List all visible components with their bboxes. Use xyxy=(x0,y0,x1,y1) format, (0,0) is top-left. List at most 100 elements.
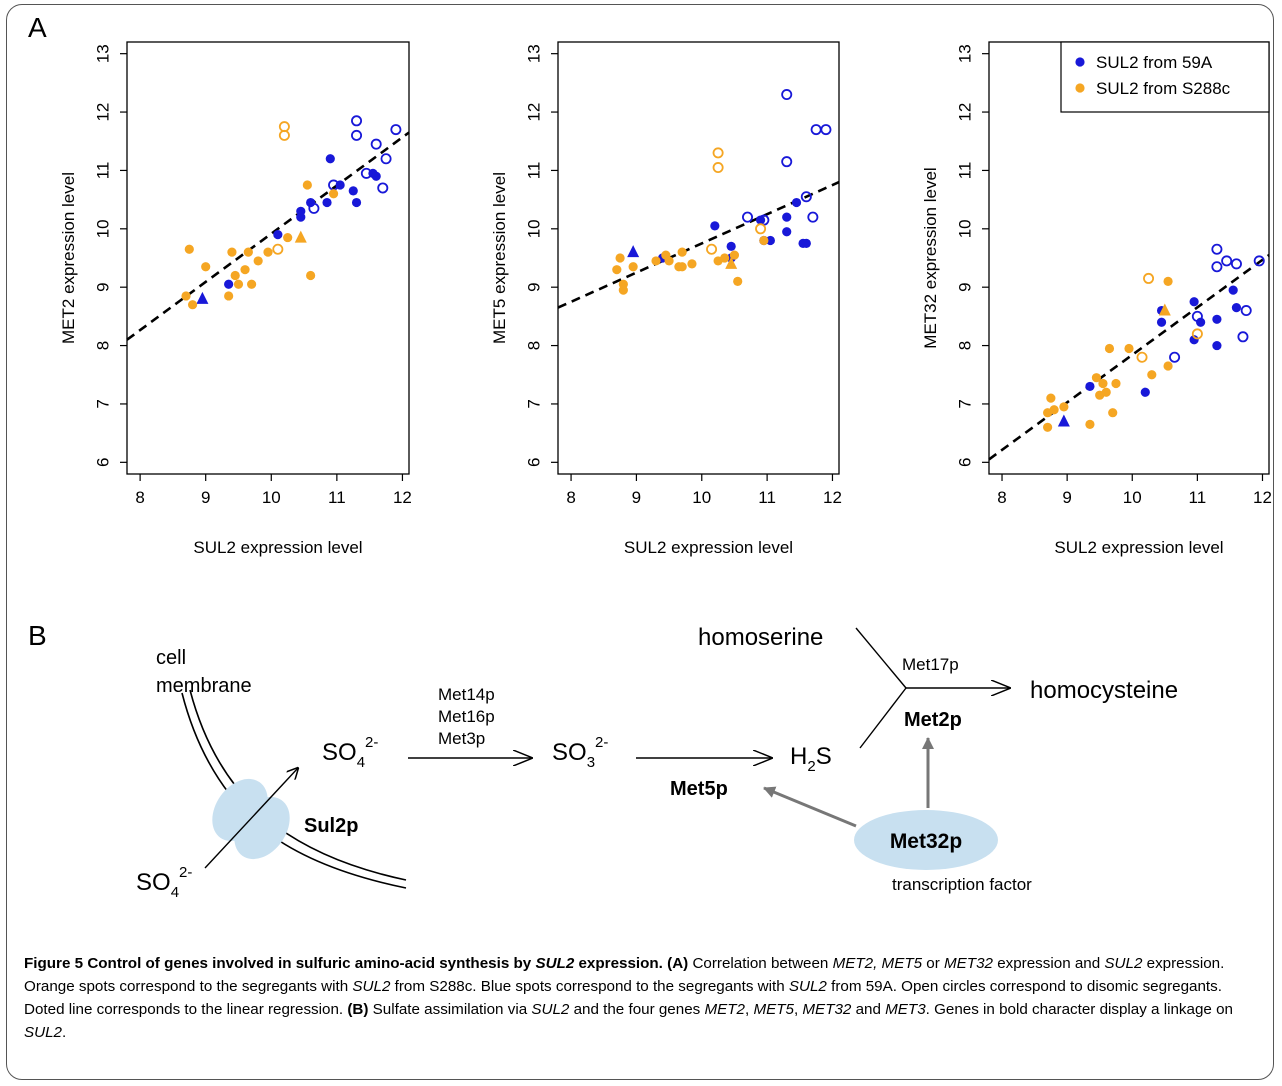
plot2-orange-open-point xyxy=(755,223,767,235)
plot1-y-tick-label: 9 xyxy=(94,282,113,291)
plot1-blue-filled-point xyxy=(371,171,381,181)
plot2-frame xyxy=(557,41,840,475)
plot2-y-tick-label: 6 xyxy=(525,458,544,467)
sulfate-import-arrow xyxy=(204,768,298,869)
plot1-x-tick-label: 11 xyxy=(328,488,346,507)
plot3-x-tick-label: 9 xyxy=(1062,488,1071,507)
plot3-x-tick-label: 10 xyxy=(1123,488,1142,507)
plot1-blue-filled-point xyxy=(325,154,335,164)
plot3-orange-filled-point xyxy=(1163,276,1173,286)
plot1-orange-filled-point xyxy=(184,244,194,254)
plot1-x-tick-label: 9 xyxy=(201,488,210,507)
regulation-arrow-met5p xyxy=(763,786,857,828)
plot3-orange-open-point xyxy=(1191,328,1203,340)
h2s: H2S xyxy=(790,743,832,775)
plot1-blue-triangle-point xyxy=(196,291,209,304)
enzyme-met14p: Met14p xyxy=(438,685,495,704)
plot2-blue-filled-point xyxy=(710,221,720,231)
plot1-regression-line xyxy=(126,131,410,341)
plot2-blue-open-point xyxy=(810,124,822,136)
plot3-y-tick-label: 11 xyxy=(956,162,975,180)
plot2-x-tick-label: 10 xyxy=(692,488,711,507)
plot3-orange-filled-point xyxy=(1104,343,1115,354)
plot1-orange-filled-point xyxy=(227,247,237,257)
cell-membrane-label-2: membrane xyxy=(156,675,252,697)
plot1-orange-filled-point xyxy=(302,180,312,190)
plot1-x-tick-label: 10 xyxy=(262,488,281,507)
plot3-orange-filled-point xyxy=(1124,343,1134,354)
plot2-blue-triangle-point xyxy=(627,245,640,258)
plot1-frame xyxy=(126,41,410,475)
plot1-blue-filled-point xyxy=(296,212,306,222)
plot3-orange-filled-point xyxy=(1147,370,1157,380)
homocysteine: homocysteine xyxy=(1030,677,1178,704)
plot1-blue-filled-point xyxy=(351,197,362,208)
plot2-y-tick-label: 10 xyxy=(525,219,544,238)
homoserine: homoserine xyxy=(698,624,823,651)
plot3-blue-open-point xyxy=(1230,258,1242,270)
plot2-y-axis-label: MET5 expression level xyxy=(490,172,509,344)
plot1-orange-open-point xyxy=(278,129,290,141)
plot2-y-tick-label: 11 xyxy=(525,162,544,180)
plot3-orange-filled-point xyxy=(1059,402,1069,412)
plot3-blue-open-point xyxy=(1221,255,1233,267)
legend-label-1: SUL2 from 59A xyxy=(1096,53,1213,72)
plot1-orange-filled-point xyxy=(283,232,293,243)
plot1-x-tick-label: 8 xyxy=(135,488,144,507)
panel-b-letter: B xyxy=(28,620,47,651)
plot3-blue-open-point xyxy=(1211,243,1223,255)
plot2-orange-open-point xyxy=(712,147,724,159)
plot1-y-tick-label: 13 xyxy=(94,44,113,63)
plot1-blue-filled-point xyxy=(224,279,234,289)
plot2-blue-open-point xyxy=(800,191,812,203)
plot3-blue-filled-point xyxy=(1189,297,1199,307)
plot2-x-tick-label: 12 xyxy=(823,488,842,507)
plot2-y-tick-label: 9 xyxy=(525,282,544,291)
plot1-orange-filled-point xyxy=(181,291,191,301)
plot2-x-tick-label: 9 xyxy=(632,488,641,507)
plot1-blue-filled-point xyxy=(273,230,283,240)
plot2-orange-filled-point xyxy=(615,253,625,263)
caption-a-text: Correlation between MET2, MET5 or MET32 … xyxy=(24,955,1225,1018)
plot1-orange-filled-point xyxy=(328,189,339,199)
plot2-blue-filled-point xyxy=(755,215,766,225)
figure-frame xyxy=(6,4,1274,1080)
plot2-orange-triangle-point xyxy=(725,256,738,269)
plot1-blue-open-point xyxy=(370,138,382,150)
plot3-orange-filled-point xyxy=(1098,378,1108,389)
plot2-y-tick-label: 13 xyxy=(525,44,544,63)
plot3-blue-filled-point xyxy=(1140,387,1150,397)
plot1-orange-triangle-point xyxy=(294,230,307,243)
plot3-blue-filled-point xyxy=(1085,381,1095,392)
plot2-orange-filled-point xyxy=(677,262,687,272)
plot3-blue-filled-point xyxy=(1212,314,1222,324)
plot1-blue-open-point xyxy=(351,129,363,141)
panel-a-charts: 8 9 10 11 12 6 7 8 9 10 11 12 13 SUL2 expression leve… xyxy=(59,41,1272,557)
plot2-orange-filled-point xyxy=(612,265,622,275)
plot1-y-tick-label: 10 xyxy=(94,219,113,238)
plot3-blue-filled-point xyxy=(1189,335,1199,345)
plot2-blue-filled-point xyxy=(765,235,775,246)
plot1-orange-filled-point xyxy=(230,270,240,281)
panel-a-letter: A xyxy=(28,12,47,43)
caption-b-text: Sulfate assimilation via SUL2 and the fo… xyxy=(24,1001,1233,1041)
panel-b-diagram: cell membrane Sul2p SO42- SO42- Met14p M… xyxy=(136,624,1178,901)
plot1-blue-filled-point xyxy=(322,197,332,208)
plot3-orange-filled-point xyxy=(1101,387,1111,397)
plot3-orange-filled-point xyxy=(1111,378,1121,389)
caption-b-label: (B) xyxy=(347,1001,369,1018)
legend-marker-1 xyxy=(1075,57,1085,67)
cell-membrane-outer xyxy=(181,692,407,889)
met32p-ellipse xyxy=(854,810,998,870)
plot1-y-tick-label: 12 xyxy=(94,103,113,122)
caption-a-label: (A) xyxy=(667,955,689,972)
plot2-y-tick-label: 12 xyxy=(525,103,544,122)
plot3-orange-triangle-point xyxy=(1158,303,1171,316)
legend-box xyxy=(1060,41,1270,113)
plot3-orange-filled-point xyxy=(1091,373,1102,383)
plot3-orange-filled-point xyxy=(1043,422,1053,432)
figure-caption: Figure 5 Control of genes involved in su… xyxy=(24,952,1260,1044)
met2p-label: Met2p xyxy=(904,709,962,731)
homoserine-branch xyxy=(855,627,907,689)
plot3-orange-filled-point xyxy=(1163,361,1173,371)
